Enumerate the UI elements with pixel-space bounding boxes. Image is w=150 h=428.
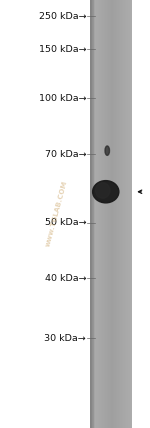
Text: 150 kDa→: 150 kDa→	[39, 45, 86, 54]
Text: 30 kDa→: 30 kDa→	[45, 333, 86, 343]
Text: 100 kDa→: 100 kDa→	[39, 94, 86, 103]
Text: 40 kDa→: 40 kDa→	[45, 273, 86, 283]
Text: 70 kDa→: 70 kDa→	[45, 149, 86, 159]
Text: 250 kDa→: 250 kDa→	[39, 12, 86, 21]
Text: 50 kDa→: 50 kDa→	[45, 218, 86, 227]
Ellipse shape	[105, 146, 110, 155]
Ellipse shape	[96, 183, 110, 198]
Ellipse shape	[93, 181, 119, 203]
Text: www.TGLAB.COM: www.TGLAB.COM	[45, 180, 69, 248]
